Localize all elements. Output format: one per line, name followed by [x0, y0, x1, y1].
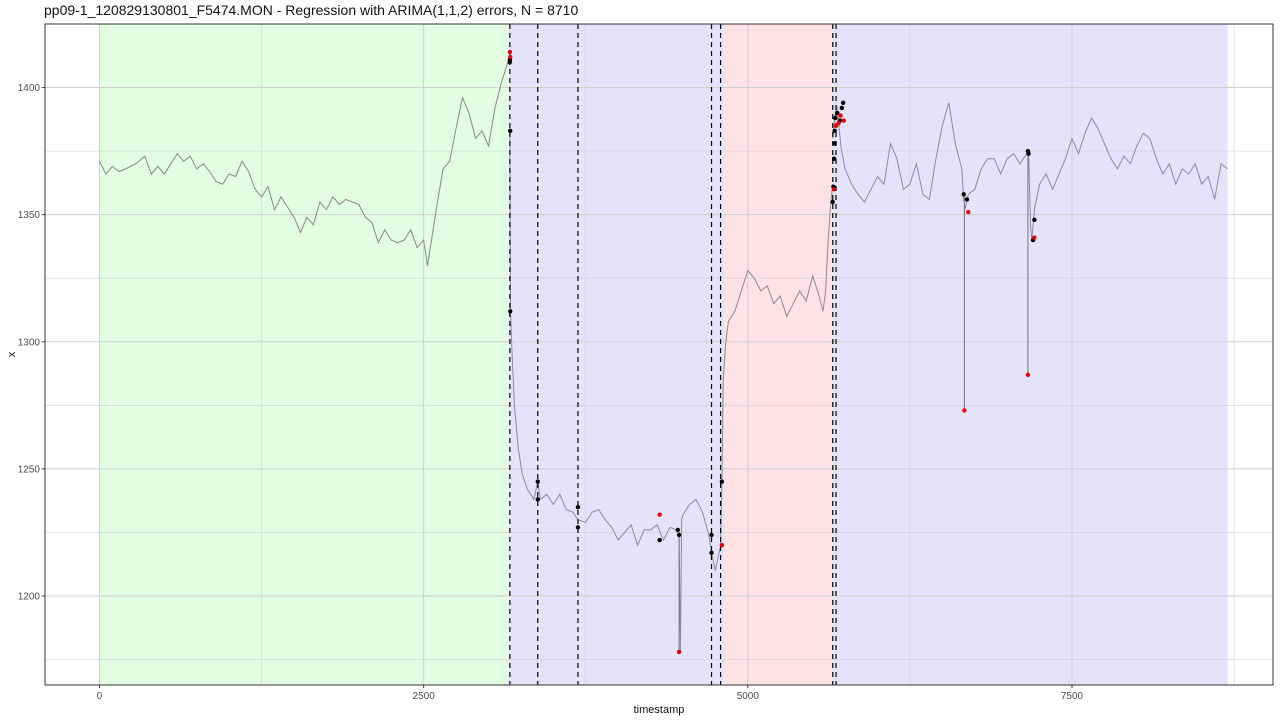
red-point-38: [838, 113, 843, 118]
black-point-17: [832, 141, 837, 146]
y-tick-label: 1400: [18, 83, 41, 94]
x-tick-label: 0: [97, 691, 103, 702]
black-point-7: [575, 525, 581, 530]
black-point-25: [964, 197, 970, 202]
x-axis-title: timestamp: [634, 704, 685, 716]
black-point-18: [832, 128, 837, 133]
segment-region-1: [509, 24, 725, 685]
segment-region-2: [724, 24, 833, 685]
segment-region-0: [99, 24, 510, 685]
y-tick-label: 1200: [18, 592, 41, 603]
y-tick-label: 1350: [18, 210, 41, 221]
chart-title: pp09-1_120829130801_F5474.MON - Regressi…: [44, 2, 579, 18]
black-point-13: [719, 479, 725, 484]
x-tick-label: 5000: [737, 691, 760, 702]
series-line-2: [720, 184, 834, 546]
red-point-40: [962, 408, 967, 413]
red-point-33: [676, 649, 682, 655]
y-tick-label: 1250: [18, 464, 41, 475]
black-point-23: [840, 100, 846, 106]
black-point-9: [675, 527, 681, 533]
black-point-8: [657, 537, 662, 543]
black-point-5: [535, 497, 540, 502]
black-point-3: [508, 309, 513, 314]
black-point-16: [831, 156, 837, 161]
red-point-35: [831, 187, 837, 192]
black-point-22: [839, 105, 845, 111]
black-point-10: [676, 532, 682, 538]
red-point-43: [1032, 235, 1037, 240]
red-point-31: [508, 54, 513, 60]
red-point-30: [507, 49, 513, 55]
red-point-37: [836, 120, 841, 126]
black-point-19: [833, 115, 838, 121]
black-point-20: [835, 110, 840, 116]
x-tick-label: 7500: [1061, 691, 1084, 702]
series-line-3: [832, 102, 1228, 241]
red-point-32: [657, 512, 662, 517]
black-point-24: [961, 192, 966, 197]
black-point-11: [709, 532, 714, 538]
black-point-1: [507, 59, 513, 65]
series-line-0: [99, 56, 511, 266]
black-point-12: [709, 550, 714, 555]
x-tick-label: 2500: [413, 691, 436, 702]
black-point-27: [1026, 151, 1031, 156]
black-point-14: [830, 199, 835, 205]
red-point-42: [1025, 372, 1031, 378]
black-point-2: [508, 128, 513, 133]
black-point-6: [575, 504, 581, 510]
segment-region-3: [832, 24, 1228, 685]
red-point-41: [966, 209, 971, 215]
y-tick-label: 1300: [18, 337, 41, 348]
y-axis-title: x: [6, 351, 18, 357]
black-point-4: [535, 479, 540, 484]
panel-border: [44, 23, 1274, 686]
black-point-29: [1032, 217, 1037, 222]
red-point-34: [719, 542, 725, 548]
red-point-39: [841, 118, 846, 123]
series-line-1: [509, 130, 722, 653]
